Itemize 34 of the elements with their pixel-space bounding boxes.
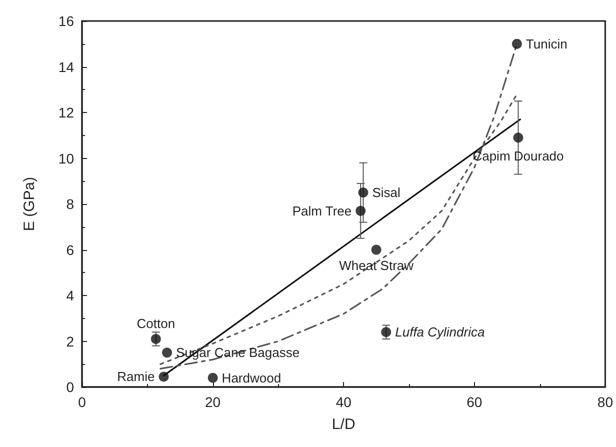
y-tick-label: 4 <box>66 288 74 304</box>
y-tick-label: 6 <box>66 242 74 258</box>
y-tick-label: 8 <box>66 196 74 212</box>
annotation: Ramie <box>117 369 155 384</box>
x-tick-label: 0 <box>78 394 86 410</box>
annotation: Tunicin <box>526 36 568 52</box>
annotation: Luffa Cylindrica <box>395 324 485 340</box>
annotation: Cotton <box>136 316 176 331</box>
point <box>512 38 522 49</box>
y-tick-label: 16 <box>58 13 74 29</box>
x-tick-label: 20 <box>205 394 221 410</box>
point <box>371 244 382 255</box>
x-tick-label: 60 <box>466 394 482 410</box>
point <box>150 334 161 344</box>
point <box>513 132 524 143</box>
y-tick-label: 12 <box>58 104 74 120</box>
y-tick-label: 2 <box>66 333 74 350</box>
annotation: Palm Tree <box>292 203 352 218</box>
y-tick-label: 14 <box>58 58 74 75</box>
point <box>381 327 392 338</box>
point <box>208 372 218 383</box>
point <box>158 372 169 382</box>
point <box>358 188 368 198</box>
x-tick-label: 40 <box>336 394 352 410</box>
y-axis-title: E (GPa) <box>21 176 38 232</box>
annotation: Sisal <box>372 185 401 200</box>
point <box>356 206 366 216</box>
annotation: Hardwood <box>222 370 282 386</box>
point <box>162 348 172 358</box>
x-tick-label: 80 <box>597 394 614 410</box>
y-tick-label: 10 <box>58 150 74 166</box>
y-tick-label: 0 <box>66 379 74 395</box>
x-axis-title: L/D <box>332 416 356 433</box>
annotation: Wheat Straw <box>339 258 414 273</box>
